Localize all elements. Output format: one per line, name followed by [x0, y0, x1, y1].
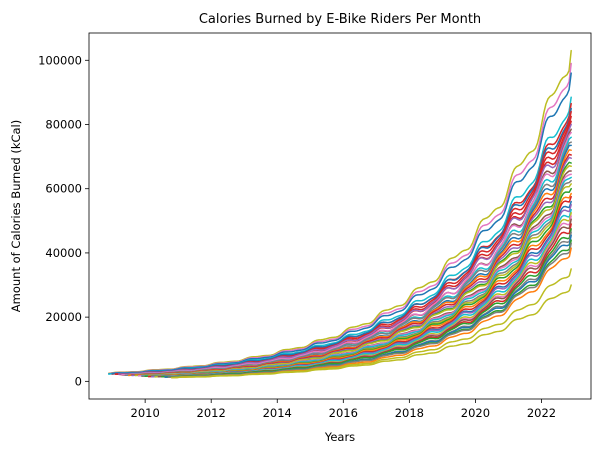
- series-line: [174, 284, 572, 379]
- y-tick-label: 40000: [45, 246, 82, 260]
- series-line: [108, 72, 572, 375]
- y-tick-label: 80000: [45, 118, 82, 132]
- x-axis-label: Years: [324, 430, 355, 444]
- x-tick-label: 2020: [461, 406, 490, 420]
- y-tick-label: 60000: [45, 182, 82, 196]
- y-tick-label: 100000: [38, 53, 82, 67]
- y-tick-label: 20000: [45, 310, 82, 324]
- x-tick-label: 2014: [263, 406, 292, 420]
- y-tick-label: 0: [75, 374, 82, 388]
- x-tick-label: 2010: [131, 406, 160, 420]
- chart-title: Calories Burned by E-Bike Riders Per Mon…: [199, 12, 481, 27]
- series-line: [111, 107, 572, 375]
- y-axis: 0 20000 40000 60000 80000 100000: [38, 53, 89, 388]
- series-group: [108, 49, 572, 379]
- x-tick-label: 2022: [527, 406, 556, 420]
- y-axis-label: Amount of Calories Burned (kCal): [9, 120, 23, 312]
- x-axis: 2010 2012 2014 2016 2018 2020 2022: [131, 399, 556, 420]
- x-tick-label: 2016: [329, 406, 358, 420]
- plot-frame: [88, 32, 592, 400]
- x-tick-label: 2018: [395, 406, 424, 420]
- series-line: [127, 149, 572, 377]
- x-tick-label: 2012: [197, 406, 226, 420]
